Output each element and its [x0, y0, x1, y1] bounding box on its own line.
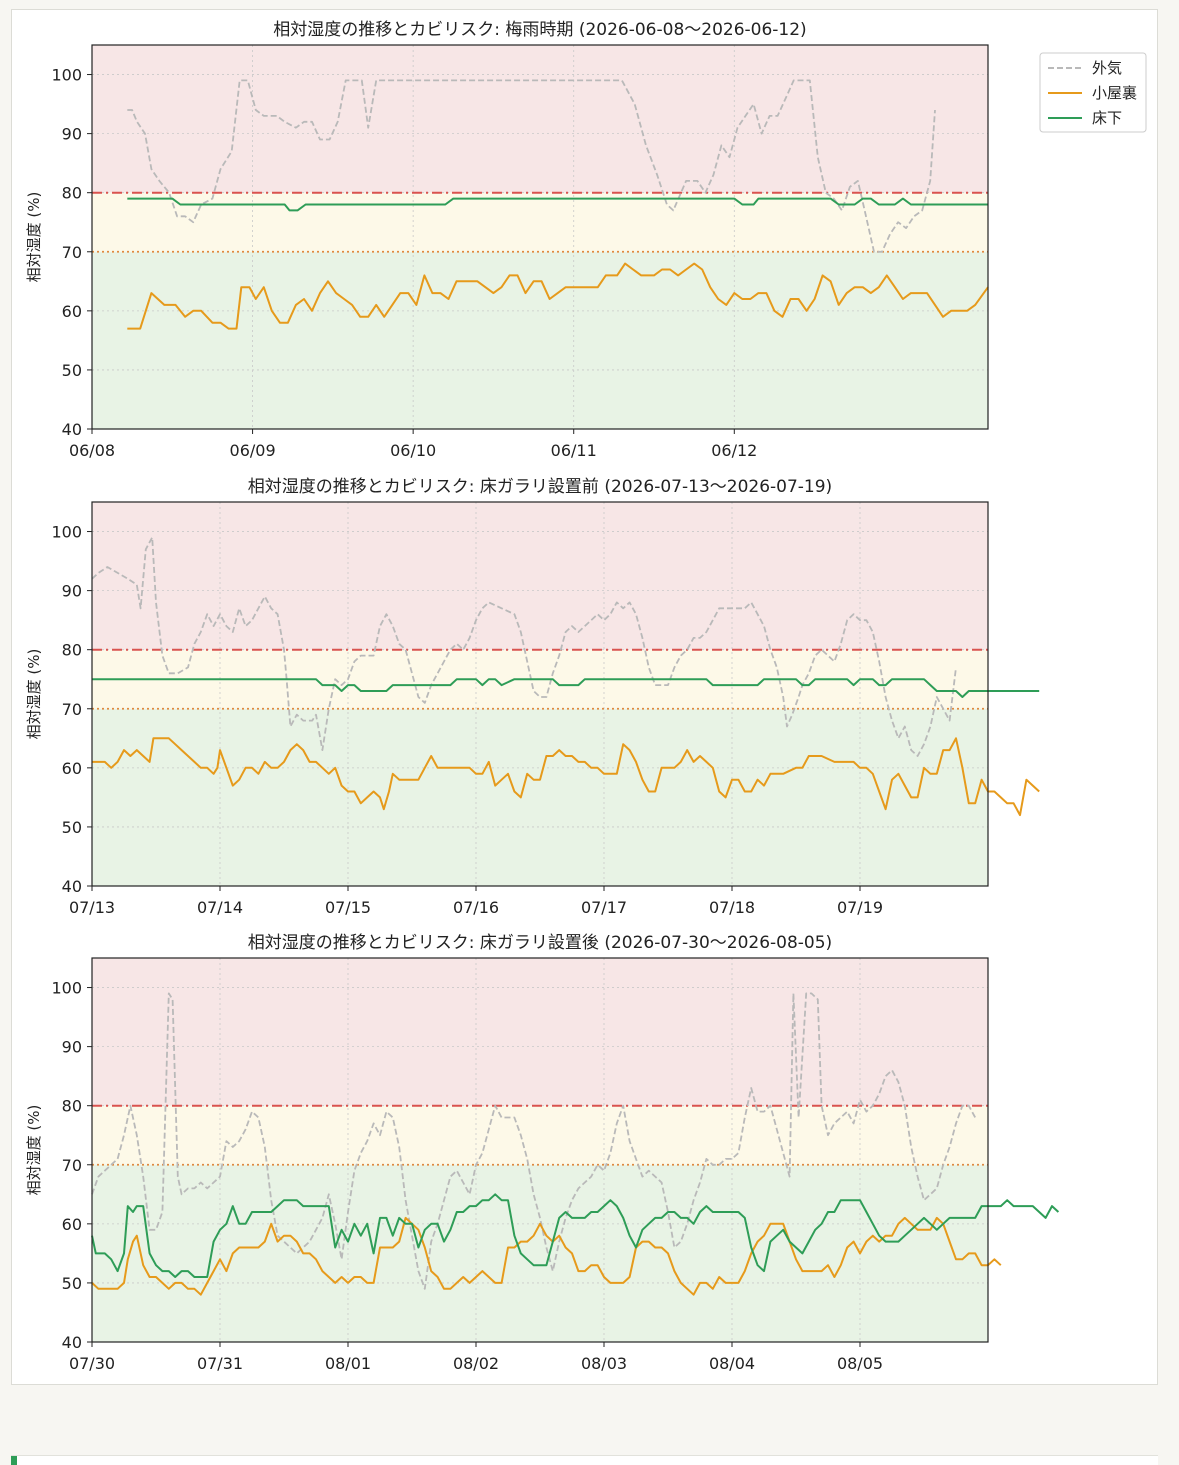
x-tick-label: 07/17 — [581, 898, 627, 917]
x-tick-label: 07/15 — [325, 898, 371, 917]
x-tick-label: 08/05 — [837, 1354, 883, 1373]
chart-title: 相対湿度の推移とカビリスク: 梅雨時期 (2026-06-08〜2026-06-… — [273, 20, 806, 40]
y-axis-label: 相対湿度 (%) — [25, 649, 43, 740]
series-line-attic — [92, 737, 1040, 817]
y-tick-label: 70 — [62, 1156, 82, 1175]
legend-label-attic: 小屋裏 — [1092, 84, 1137, 102]
y-tick-label: 60 — [62, 302, 82, 321]
zone-mid — [92, 192, 988, 252]
plot-frame — [91, 44, 989, 430]
x-tick-label: 07/14 — [197, 898, 243, 917]
y-tick-label: 80 — [62, 641, 82, 660]
zone-mid — [92, 1105, 988, 1165]
y-tick-label: 50 — [62, 1274, 82, 1293]
y-tick-label: 90 — [62, 125, 82, 144]
y-tick-label: 40 — [62, 420, 82, 439]
y-tick-label: 90 — [62, 582, 82, 601]
chart-2: 40 50 60 70 80 90 100 07/13 07/14 07/15 07/16 07/17… — [25, 477, 1040, 917]
x-tick-label: 07/30 — [69, 1354, 115, 1373]
legend-box — [1039, 52, 1147, 133]
y-tick-label: 60 — [62, 1215, 82, 1234]
plot-frame — [91, 501, 989, 887]
series-line-underfloor — [91, 1193, 1060, 1278]
x-tick-label: 06/10 — [390, 441, 436, 460]
y-tick-label: 50 — [62, 361, 82, 380]
zone-high — [92, 502, 988, 650]
zone-high — [92, 45, 988, 193]
y-tick-label: 40 — [62, 1333, 82, 1352]
bottom-accent-bar — [11, 1456, 17, 1465]
y-tick-label: 80 — [62, 184, 82, 203]
series-line-outdoor — [91, 992, 976, 1290]
x-tick-label: 07/18 — [709, 898, 755, 917]
x-tick-label: 08/04 — [709, 1354, 755, 1373]
legend-label-outdoor: 外気 — [1092, 59, 1122, 77]
series-line-underfloor — [127, 197, 988, 212]
y-tick-label: 90 — [62, 1038, 82, 1057]
x-tick-label: 06/12 — [711, 441, 757, 460]
x-tick-label: 06/11 — [551, 441, 597, 460]
y-tick-label: 60 — [62, 759, 82, 778]
y-tick-label: 80 — [62, 1097, 82, 1116]
x-tick-label: 08/03 — [581, 1354, 627, 1373]
chart-title: 相対湿度の推移とカビリスク: 床ガラリ設置前 (2026-07-13〜2026-… — [248, 477, 832, 497]
y-tick-label: 70 — [62, 243, 82, 262]
x-tick-label: 07/13 — [69, 898, 115, 917]
zone-low — [92, 251, 988, 429]
y-axis-label: 相対湿度 (%) — [25, 192, 43, 283]
x-tick-label: 08/01 — [325, 1354, 371, 1373]
x-tick-label: 07/19 — [837, 898, 883, 917]
chart-1: 40 50 60 70 80 90 100 06/08 06/09 06/10 06/11 06/12… — [25, 20, 989, 460]
zone-low — [92, 1164, 988, 1342]
y-tick-label: 100 — [51, 979, 82, 998]
x-tick-label: 07/16 — [453, 898, 499, 917]
x-tick-label: 08/02 — [453, 1354, 499, 1373]
chart-3: 40 50 60 70 80 90 100 07/30 07/31 08/01 08/02 08/03… — [25, 933, 1060, 1373]
series-line-underfloor — [92, 678, 1040, 698]
zone-low — [92, 708, 988, 886]
x-tick-label: 06/09 — [230, 441, 276, 460]
y-tick-label: 50 — [62, 818, 82, 837]
series-line-outdoor — [91, 536, 957, 757]
series-line-attic — [127, 262, 989, 330]
y-tick-label: 70 — [62, 700, 82, 719]
x-tick-label: 06/08 — [69, 441, 115, 460]
figure-card: 40 50 60 70 80 90 100 06/08 06/09 06/10 06/11 06/12… — [11, 9, 1158, 1385]
x-tick-label: 07/31 — [197, 1354, 243, 1373]
y-axis-label: 相対湿度 (%) — [25, 1105, 43, 1196]
chart-title: 相対湿度の推移とカビリスク: 床ガラリ設置後 (2026-07-30〜2026-… — [248, 933, 832, 953]
y-tick-label: 100 — [51, 66, 82, 85]
zone-high — [92, 958, 988, 1106]
plot-frame — [91, 957, 989, 1343]
bottom-panel — [11, 1455, 1158, 1465]
series-line-outdoor — [127, 79, 936, 253]
figure-svg: 40 50 60 70 80 90 100 06/08 06/09 06/10 06/11 06/12… — [25, 20, 1147, 1373]
y-tick-label: 100 — [51, 523, 82, 542]
legend-label-underfloor: 床下 — [1092, 109, 1122, 127]
y-tick-label: 40 — [62, 877, 82, 896]
